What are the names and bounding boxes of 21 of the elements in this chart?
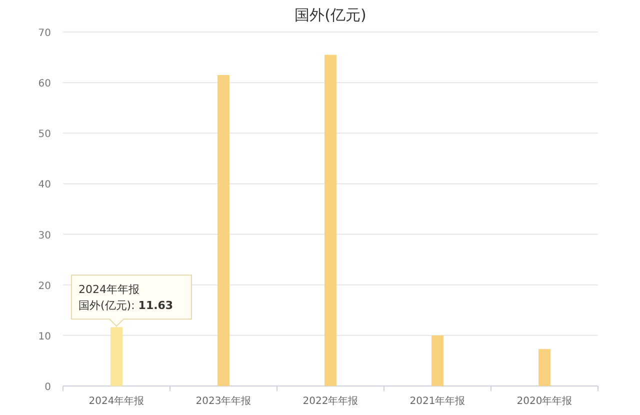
bar	[110, 327, 122, 386]
x-tick-label: 2021年年报	[410, 395, 466, 407]
x-tick-label: 2022年年报	[302, 395, 358, 407]
x-tick-label: 2023年年报	[196, 395, 252, 407]
bar	[324, 54, 336, 386]
x-tick-label: 2020年年报	[516, 395, 572, 407]
y-tick-label: 50	[38, 129, 51, 140]
y-tick-label: 70	[38, 28, 51, 39]
annotation: 国外(亿元): 11.63	[78, 299, 174, 312]
bar	[432, 335, 444, 386]
chart-title: 国外(亿元)	[294, 6, 366, 24]
bar	[538, 349, 550, 386]
bar	[218, 74, 230, 386]
x-tick-label: 2024年年报	[88, 395, 144, 407]
y-tick-label: 0	[44, 382, 51, 393]
y-tick-label: 10	[38, 331, 51, 342]
y-tick-label: 40	[38, 180, 51, 191]
y-tick-label: 60	[38, 78, 51, 90]
annotation: 2024年年报	[78, 283, 140, 296]
y-tick-label: 20	[38, 280, 51, 292]
y-tick-label: 30	[38, 230, 51, 242]
